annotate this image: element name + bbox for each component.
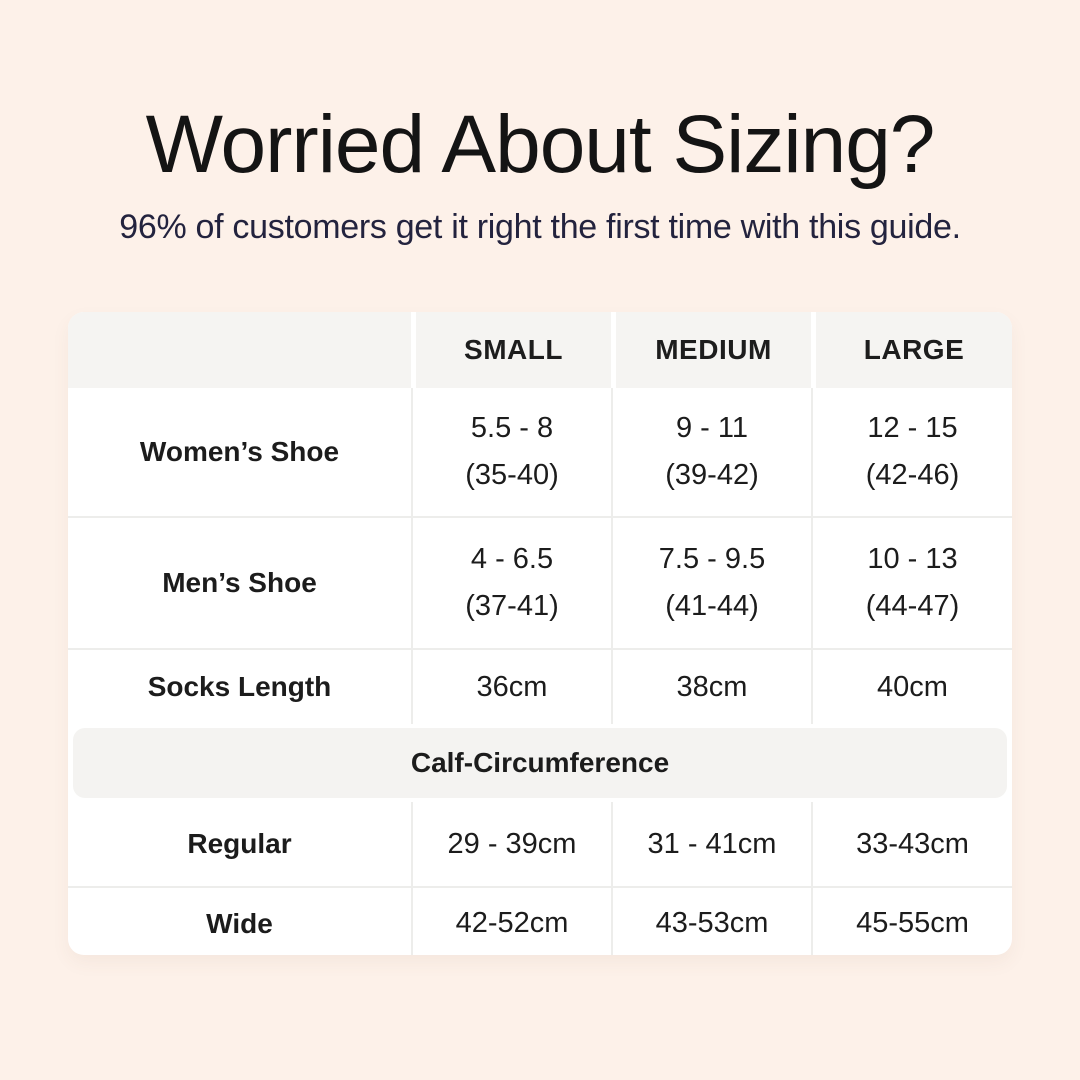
section-header-calf-circumference: Calf-Circumference bbox=[73, 728, 1007, 798]
table-row-socks-length: Socks Length 36cm 38cm 40cm bbox=[68, 648, 1012, 724]
table-cell: 5.5 - 8 (35-40) bbox=[411, 388, 611, 516]
row-label: Socks Length bbox=[147, 671, 332, 702]
table-cell: 43-53cm bbox=[611, 888, 811, 955]
table-row-wide: Wide 42-52cm 43-53cm 45-55cm bbox=[68, 886, 1012, 955]
table-header-row: SMALL MEDIUM LARGE bbox=[68, 312, 1012, 388]
row-label: Men’s Shoe bbox=[162, 567, 317, 598]
table-cell: 38cm bbox=[611, 650, 811, 724]
table-cell: 42-52cm bbox=[411, 888, 611, 955]
table-cell: 40cm bbox=[811, 650, 1012, 724]
cell-value: 9 - 11 bbox=[675, 412, 748, 444]
page-subtitle: 96% of customers get it right the first … bbox=[119, 208, 961, 246]
table-cell: 4 - 6.5 (37-41) bbox=[411, 518, 611, 648]
header-cell-blank bbox=[68, 312, 411, 388]
cell-value: 33-43cm bbox=[856, 827, 969, 860]
cell-value: 43-53cm bbox=[655, 907, 769, 939]
cell-value: 31 - 41cm bbox=[647, 827, 777, 860]
cell-value-secondary: (37-41) bbox=[465, 590, 559, 622]
row-label: Women’s Shoe bbox=[139, 436, 340, 467]
cell-value-secondary: (35-40) bbox=[465, 459, 559, 491]
size-table: SMALL MEDIUM LARGE Women’s Shoe 5.5 - 8 … bbox=[68, 312, 1012, 955]
cell-value-secondary: (41-44) bbox=[665, 590, 759, 622]
cell-value-secondary: (42-46) bbox=[865, 459, 960, 491]
table-cell: 45-55cm bbox=[811, 888, 1012, 955]
table-cell: 10 - 13 (44-47) bbox=[811, 518, 1012, 648]
cell-value: 38cm bbox=[676, 670, 748, 703]
cell-value: 42-52cm bbox=[455, 907, 569, 939]
cell-value: 12 - 15 bbox=[867, 412, 958, 444]
table-cell: 12 - 15 (42-46) bbox=[811, 388, 1012, 516]
cell-value: 7.5 - 9.5 bbox=[658, 543, 766, 575]
cell-value: 29 - 39cm bbox=[447, 827, 577, 860]
header-cell-medium: MEDIUM bbox=[611, 312, 811, 388]
cell-value-secondary: (39-42) bbox=[665, 459, 759, 491]
page-title: Worried About Sizing? bbox=[145, 99, 936, 190]
table-cell: 33-43cm bbox=[811, 802, 1012, 886]
cell-value: 45-55cm bbox=[856, 907, 969, 939]
section-band-row: Calf-Circumference bbox=[68, 724, 1012, 802]
row-label: Wide bbox=[206, 907, 273, 939]
cell-value: 5.5 - 8 bbox=[470, 412, 554, 444]
table-cell: 36cm bbox=[411, 650, 611, 724]
header-cell-large: LARGE bbox=[811, 312, 1012, 388]
table-row-regular: Regular 29 - 39cm 31 - 41cm 33-43cm bbox=[68, 802, 1012, 886]
cell-value: 40cm bbox=[877, 670, 948, 703]
cell-value: 4 - 6.5 bbox=[470, 543, 554, 575]
table-cell: 7.5 - 9.5 (41-44) bbox=[611, 518, 811, 648]
row-label: Regular bbox=[187, 828, 292, 859]
table-row-mens-shoe: Men’s Shoe 4 - 6.5 (37-41) 7.5 - 9.5 (41… bbox=[68, 516, 1012, 648]
table-cell: 31 - 41cm bbox=[611, 802, 811, 886]
table-cell: 29 - 39cm bbox=[411, 802, 611, 886]
header-cell-small: SMALL bbox=[411, 312, 611, 388]
cell-value: 10 - 13 bbox=[867, 543, 958, 575]
cell-value-secondary: (44-47) bbox=[865, 590, 960, 622]
table-row-womens-shoe: Women’s Shoe 5.5 - 8 (35-40) 9 - 11 (39-… bbox=[68, 388, 1012, 516]
table-cell: 9 - 11 (39-42) bbox=[611, 388, 811, 516]
cell-value: 36cm bbox=[476, 670, 548, 703]
